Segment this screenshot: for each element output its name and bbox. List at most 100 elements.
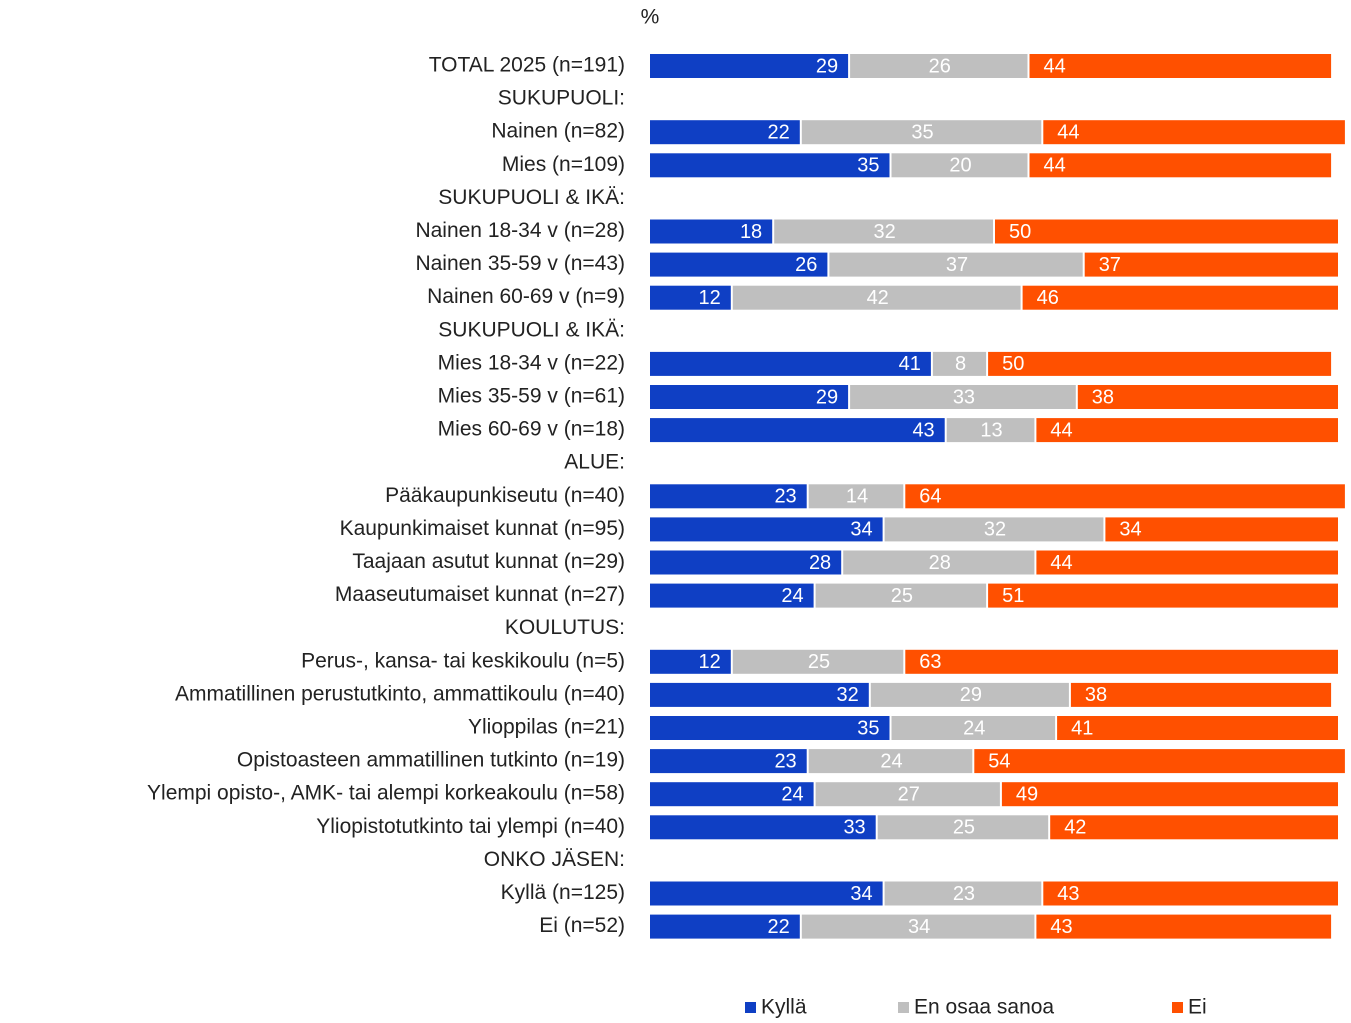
value-label: 26 xyxy=(929,55,951,77)
value-label: 34 xyxy=(1119,519,1141,541)
bar-segment xyxy=(650,385,849,409)
bar-segment xyxy=(650,120,800,145)
bar-segment xyxy=(650,219,773,244)
bar-segment xyxy=(650,716,890,740)
value-label: 34 xyxy=(850,883,872,905)
value-label: 44 xyxy=(1044,155,1066,177)
value-label: 8 xyxy=(955,353,966,375)
category-label: Kyllä (n=125) xyxy=(501,881,625,904)
bar-segment xyxy=(829,252,1083,277)
bar-segment xyxy=(1029,153,1332,178)
value-label: 12 xyxy=(699,287,721,309)
category-label: SUKUPUOLI: xyxy=(498,87,625,110)
bar-segment xyxy=(650,550,842,575)
value-label: 23 xyxy=(774,750,796,772)
bar-segment xyxy=(988,583,1338,608)
bar-segment xyxy=(650,153,890,178)
bar-segment xyxy=(843,550,1035,575)
bar-segment xyxy=(905,649,1338,674)
legend-swatch xyxy=(1172,1002,1183,1013)
value-label: 13 xyxy=(980,419,1002,441)
bar-segment xyxy=(1001,782,1338,807)
value-label: 35 xyxy=(857,717,879,739)
axis-label: % xyxy=(641,6,660,29)
value-label: 24 xyxy=(781,783,803,805)
bar-segment xyxy=(650,351,931,376)
value-label: 18 xyxy=(740,221,762,243)
value-label: 50 xyxy=(1002,353,1024,375)
bar-segment xyxy=(650,782,814,807)
bar-segment xyxy=(884,881,1042,906)
value-label: 22 xyxy=(768,916,790,938)
bar-segment xyxy=(1070,682,1332,707)
bar-segment xyxy=(988,351,1332,376)
category-label: Ammatillinen perustutkinto, ammattikoulu… xyxy=(175,682,625,705)
category-label: Nainen 18-34 v (n=28) xyxy=(415,219,625,242)
value-label: 35 xyxy=(857,155,879,177)
value-label: 32 xyxy=(873,221,895,243)
category-label: Maaseutumaiset kunnat (n=27) xyxy=(335,583,625,606)
bar-segment xyxy=(801,120,1042,145)
bar-segment xyxy=(1050,815,1338,840)
value-label: 42 xyxy=(867,287,889,309)
value-label: 29 xyxy=(816,386,838,408)
value-label: 44 xyxy=(1050,419,1072,441)
bar-segment xyxy=(650,881,883,906)
value-label: 12 xyxy=(699,651,721,673)
value-label: 38 xyxy=(1085,684,1107,706)
bar-segment xyxy=(1036,418,1338,443)
value-label: 33 xyxy=(953,386,975,408)
bar-segment xyxy=(1057,716,1338,740)
value-label: 24 xyxy=(781,585,803,607)
bar-segment xyxy=(891,153,1028,178)
value-label: 43 xyxy=(1057,883,1079,905)
bar-segment xyxy=(1105,517,1338,542)
value-label: 32 xyxy=(984,519,1006,541)
bar-segment xyxy=(815,583,987,608)
value-label: 28 xyxy=(929,552,951,574)
bar-segment xyxy=(808,484,904,509)
value-label: 32 xyxy=(837,684,859,706)
category-label: KOULUTUS: xyxy=(505,616,625,639)
value-label: 43 xyxy=(1050,916,1072,938)
category-label: Pääkaupunkiseutu (n=40) xyxy=(385,484,625,507)
value-label: 29 xyxy=(816,55,838,77)
legend-label: Kyllä xyxy=(761,996,807,1019)
bar-segment xyxy=(946,418,1035,443)
legend-label: En osaa sanoa xyxy=(914,996,1054,1019)
value-label: 25 xyxy=(808,651,830,673)
value-label: 43 xyxy=(912,419,934,441)
value-label: 23 xyxy=(953,883,975,905)
bar-segment xyxy=(650,252,828,277)
bar-segment xyxy=(932,351,987,376)
bar-segment xyxy=(650,418,945,443)
category-label: Ylempi opisto-, AMK- tai alempi korkeako… xyxy=(147,782,625,805)
value-label: 26 xyxy=(795,254,817,276)
bar-segment xyxy=(650,484,807,509)
value-label: 24 xyxy=(880,750,902,772)
value-label: 27 xyxy=(898,783,920,805)
category-label: ONKO JÄSEN: xyxy=(484,848,625,871)
category-label: Mies (n=109) xyxy=(502,153,625,176)
value-label: 38 xyxy=(1092,386,1114,408)
category-label: Yliopistotutkinto tai ylempi (n=40) xyxy=(316,815,625,838)
bar-segment xyxy=(650,583,814,608)
value-label: 20 xyxy=(949,155,971,177)
bar-segment xyxy=(850,54,1028,78)
bar-segment xyxy=(1036,550,1338,575)
value-label: 64 xyxy=(919,486,941,508)
category-label: SUKUPUOLI & IKÄ: xyxy=(438,318,625,341)
bar-segment xyxy=(815,782,1000,807)
bar-segment xyxy=(1036,914,1332,939)
bar-segment xyxy=(650,749,807,774)
bar-segment xyxy=(1084,252,1338,277)
category-label: Nainen 35-59 v (n=43) xyxy=(415,252,625,275)
category-label: Ylioppilas (n=21) xyxy=(468,716,625,739)
category-label: Taajaan asutut kunnat (n=29) xyxy=(352,550,625,573)
bar-segment xyxy=(650,54,849,78)
value-label: 63 xyxy=(919,651,941,673)
legend-swatch xyxy=(898,1002,909,1013)
value-label: 33 xyxy=(843,817,865,839)
bar-segment xyxy=(850,385,1076,409)
